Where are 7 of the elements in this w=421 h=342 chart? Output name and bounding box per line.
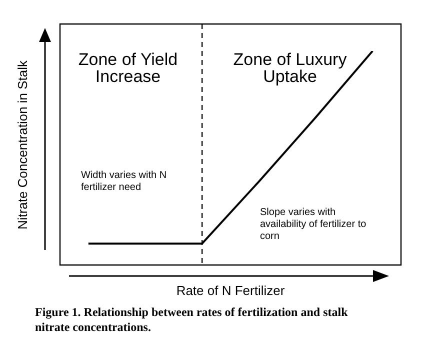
- annotation: Zone of Yield Increase: [78, 50, 178, 86]
- annotation: Zone of Luxury Uptake: [233, 50, 348, 86]
- text: Figure 1. Relationship between rates of fertilization and stalk nitrate concentrations.: [35, 305, 348, 334]
- x-axis-title: Rate of N Fertilizer: [176, 283, 286, 298]
- annotation: Width varies with N fertilizer need: [81, 170, 167, 193]
- y-axis-title: Nitrate Concentration in Stalk: [15, 60, 30, 230]
- annotation: Slope varies with availability of fertilizer to corn: [260, 206, 367, 242]
